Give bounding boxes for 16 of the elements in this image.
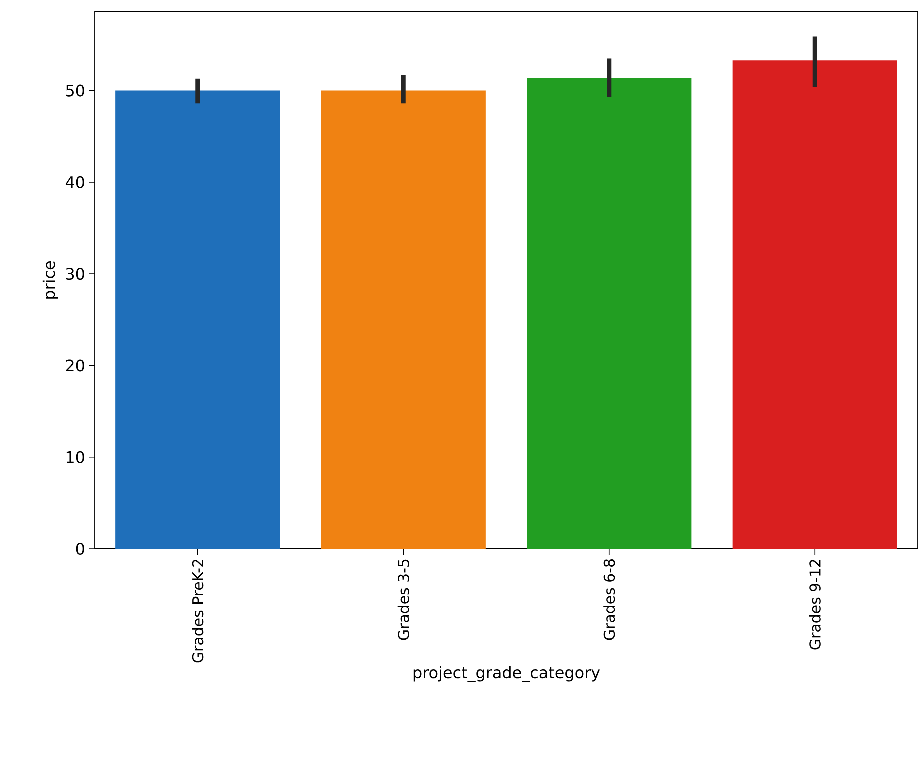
x-axis-title: project_grade_category [414,666,600,682]
bar [321,90,486,549]
y-tick-label: 30 [66,268,84,280]
x-tick-label: Grades 3-5 [398,560,410,640]
x-tick-label: Grades 6-8 [604,560,616,640]
y-tick-label: 40 [66,176,84,188]
bar [732,60,898,549]
x-tick-label: Grades 9-12 [809,560,821,650]
x-tick-label: Grades PreK-2 [192,560,204,663]
y-tick-label: 10 [66,451,84,464]
y-tick-label: 20 [66,360,84,372]
bar [527,78,692,549]
bar [116,90,280,549]
y-tick-label: 0 [76,542,84,556]
y-axis-title: price [42,262,58,299]
y-tick-label: 50 [66,84,84,97]
